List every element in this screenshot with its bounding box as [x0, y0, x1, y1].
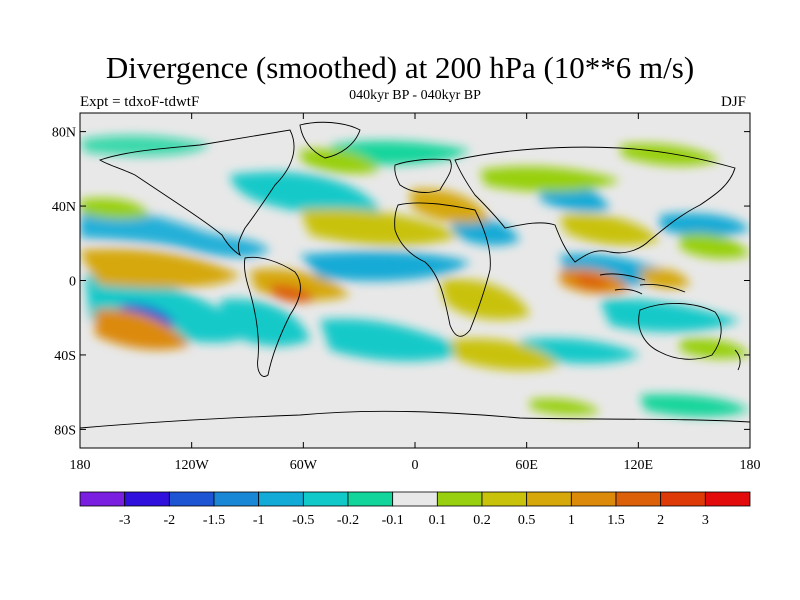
coastlines [80, 121, 750, 429]
lon-tick-label: 60E [515, 458, 538, 473]
colorbar-swatch [704, 491, 751, 507]
colorbar-swatch [660, 491, 706, 507]
lon-tick-label: 60W [290, 458, 318, 473]
chart-title: Divergence (smoothed) at 200 hPa (10**6 … [105, 50, 695, 85]
colorbar-swatch [481, 491, 528, 507]
colorbar-swatch [258, 491, 304, 507]
colorbar-swatch [168, 491, 215, 507]
lon-tick-label: 120E [624, 458, 654, 473]
colorbar-swatch [302, 491, 349, 507]
lat-tick-label: 80S [54, 423, 76, 438]
colorbar-label: 3 [702, 513, 709, 528]
colorbar-swatch [79, 491, 126, 507]
longitude-axis: 180 120W 60W 0 60E 120E 180 [70, 113, 761, 473]
colorbar-label: 2 [657, 513, 664, 528]
colorbar-swatch [526, 491, 572, 507]
colorbar-label: -1.5 [203, 513, 225, 528]
colorbar-label: -2 [163, 513, 175, 528]
colorbar-swatch [615, 491, 662, 507]
experiment-label: Expt = tdxoF-tdwtF [80, 94, 200, 110]
lon-tick-label: 0 [412, 458, 419, 473]
lat-tick-label: 40N [52, 200, 76, 215]
colorbar-swatch [124, 491, 170, 507]
latitude-axis: 80N 40N 0 40S 80S [52, 126, 750, 438]
colorbar-label: 0.5 [518, 513, 536, 528]
colorbar-swatch [213, 491, 260, 507]
lon-tick-label: 180 [70, 458, 91, 473]
colorbar-swatch [392, 491, 438, 507]
colorbar-label: 0.1 [429, 513, 447, 528]
divergence-field [80, 135, 750, 417]
colorbar-label: -3 [119, 513, 131, 528]
lon-tick-label: 120W [175, 458, 210, 473]
period-label: 040kyr BP - 040kyr BP [349, 88, 481, 103]
colorbar-label: 1.5 [607, 513, 625, 528]
colorbar-label: -0.1 [382, 513, 404, 528]
colorbar-swatch [436, 491, 483, 507]
colorbar-label: 0.2 [473, 513, 491, 528]
colorbar-label: -0.5 [292, 513, 314, 528]
colorbar-label: -1 [253, 513, 265, 528]
lat-tick-label: 40S [54, 349, 76, 364]
season-label: DJF [721, 94, 747, 110]
colorbar: -3 -2 -1.5 -1 -0.5 -0.2 -0.1 0.1 0.2 0.5 1 1.5 2 3 [79, 491, 751, 528]
lat-tick-label: 80N [52, 126, 76, 141]
colorbar-label: 1 [568, 513, 575, 528]
colorbar-swatch [570, 491, 617, 507]
colorbar-swatch [347, 491, 394, 507]
lat-tick-label: 0 [69, 275, 76, 290]
lon-tick-label: 180 [740, 458, 761, 473]
colorbar-label: -0.2 [337, 513, 359, 528]
